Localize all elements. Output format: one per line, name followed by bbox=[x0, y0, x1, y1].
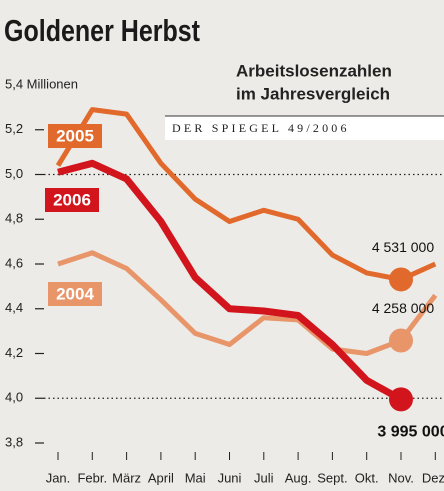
y-tick-label: 4,8 bbox=[5, 211, 23, 226]
source-banner bbox=[165, 116, 444, 140]
x-tick-label: Dez. bbox=[422, 470, 444, 485]
x-tick-label: Okt. bbox=[355, 470, 379, 485]
x-tick-label: Sept. bbox=[317, 470, 347, 485]
x-tick-label: April bbox=[148, 470, 174, 485]
y-tick-label: 5,4 Millionen bbox=[5, 76, 78, 91]
series-line bbox=[57, 159, 403, 403]
y-tick-label: 3,8 bbox=[5, 434, 23, 449]
series-line bbox=[55, 107, 437, 282]
y-tick-label: 4,6 bbox=[5, 255, 23, 270]
x-tick-label: Juni bbox=[218, 470, 242, 485]
x-tick-label: März bbox=[112, 470, 141, 485]
series-label-box bbox=[45, 188, 99, 212]
y-tick-label: 5,2 bbox=[5, 121, 23, 136]
subtitle: Arbeitslosenzahlen bbox=[236, 61, 392, 80]
x-tick-label: Mai bbox=[185, 470, 206, 485]
x-tick-label: Aug. bbox=[285, 470, 312, 485]
end-marker bbox=[389, 267, 413, 292]
x-tick-label: Jan. bbox=[46, 470, 71, 485]
value-label: 3 995 000 bbox=[377, 424, 444, 441]
series-label-box bbox=[48, 282, 102, 306]
series-label-box bbox=[48, 124, 102, 148]
y-tick-label: 4,2 bbox=[5, 345, 23, 360]
x-tick-label: Nov. bbox=[388, 470, 414, 485]
legend-label: 2005 bbox=[56, 126, 94, 145]
legend-label: 2004 bbox=[56, 284, 94, 303]
y-tick-label: 5,0 bbox=[5, 166, 23, 181]
end-marker bbox=[389, 328, 413, 353]
source: DER SPIEGEL 49/2006 bbox=[172, 121, 350, 135]
end-marker bbox=[389, 387, 413, 412]
x-tick-label: Juli bbox=[254, 470, 274, 485]
y-tick-label: 4,4 bbox=[5, 300, 23, 315]
chart-title: Goldener Herbst bbox=[4, 13, 200, 48]
subtitle: im Jahresvergleich bbox=[236, 84, 390, 103]
series-line bbox=[57, 250, 438, 356]
y-tick-label: 4,0 bbox=[5, 390, 23, 405]
x-tick-label: Febr. bbox=[77, 470, 107, 485]
value-label: 4 531 000 bbox=[372, 239, 434, 255]
legend-label: 2006 bbox=[53, 190, 91, 209]
value-label: 4 258 000 bbox=[372, 300, 434, 316]
